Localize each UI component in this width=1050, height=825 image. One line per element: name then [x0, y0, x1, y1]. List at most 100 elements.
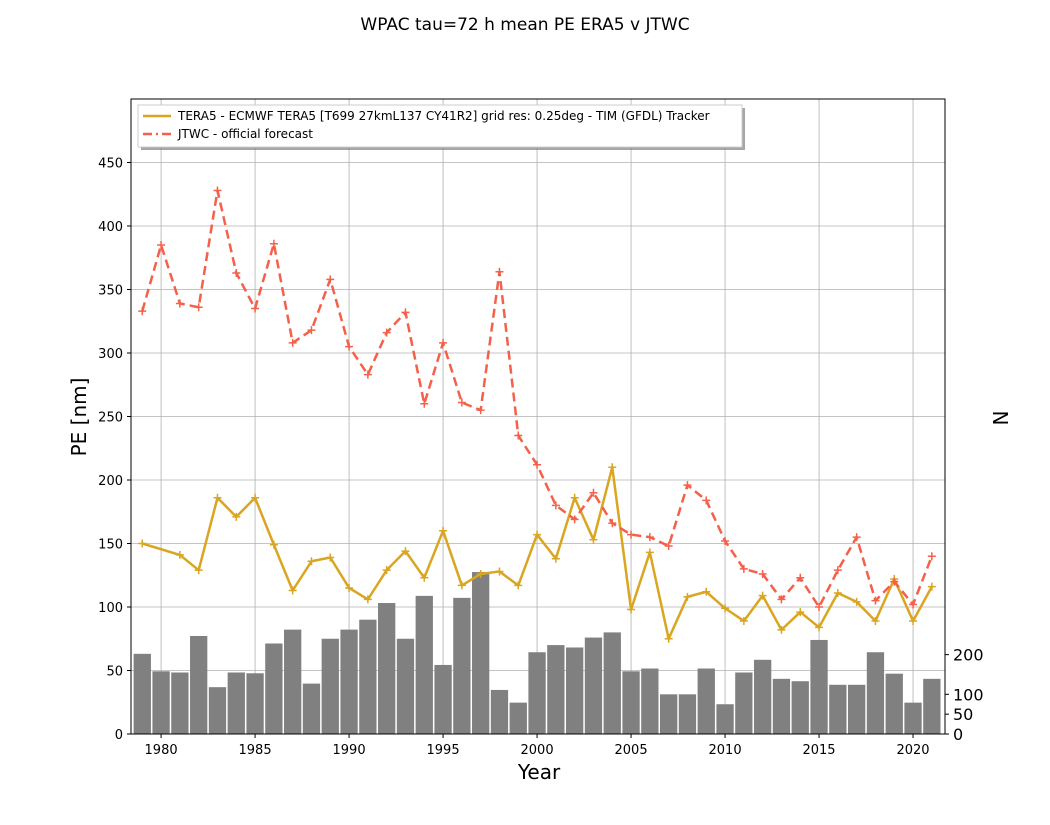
- series-point-jtwc: [157, 241, 166, 250]
- series-point-jtwc: [739, 564, 748, 573]
- series-point-jtwc: [514, 431, 523, 440]
- series-point-jtwc: [570, 515, 579, 524]
- series-point-jtwc: [833, 566, 842, 575]
- count-bar: [359, 619, 377, 734]
- count-bar: [227, 672, 245, 734]
- series-point-jtwc: [439, 338, 448, 347]
- series-point-tera5: [739, 616, 748, 625]
- y-tick-label: 350: [98, 284, 123, 299]
- series-point-tera5: [175, 550, 184, 559]
- count-bar: [190, 635, 208, 734]
- series-point-jtwc: [476, 406, 485, 415]
- series-point-tera5: [288, 586, 297, 595]
- y-tick-label: 200: [98, 474, 123, 489]
- series-point-jtwc: [927, 552, 936, 561]
- series-point-tera5: [514, 581, 523, 590]
- series-point-jtwc: [551, 501, 560, 510]
- series-point-tera5: [326, 553, 335, 562]
- series-point-tera5: [439, 526, 448, 535]
- series-point-tera5: [683, 592, 692, 601]
- count-bar: [735, 672, 753, 734]
- series-point-jtwc: [852, 533, 861, 542]
- series-point-tera5: [138, 539, 147, 548]
- count-bar: [152, 671, 170, 734]
- count-bar: [133, 653, 151, 734]
- series-point-tera5: [382, 566, 391, 575]
- series-point-tera5: [533, 530, 542, 539]
- x-tick-label: 2010: [709, 743, 742, 758]
- y-tick-label: 150: [98, 538, 123, 553]
- count-bar: [265, 643, 283, 734]
- count-bar: [622, 671, 640, 734]
- series-point-jtwc: [345, 342, 354, 351]
- count-bar: [208, 687, 227, 734]
- y2-tick-label: 50: [953, 705, 973, 724]
- series-point-jtwc: [909, 600, 918, 609]
- y-tick-label: 300: [98, 347, 123, 362]
- x-tick-label: 1995: [427, 743, 460, 758]
- series-point-tera5: [401, 547, 410, 556]
- series-point-jtwc: [175, 299, 184, 308]
- legend: TERA5 - ECMWF TERA5 [T699 27kmL137 CY41R…: [137, 104, 745, 150]
- series-point-tera5: [194, 566, 203, 575]
- series-point-jtwc: [815, 603, 824, 611]
- count-bar: [415, 595, 433, 734]
- series-point-tera5: [758, 591, 767, 600]
- bar-series: [133, 572, 941, 734]
- series-point-tera5: [251, 493, 260, 502]
- y-tick-label: 0: [115, 728, 123, 743]
- grid: [131, 99, 945, 735]
- series-point-jtwc: [664, 542, 673, 551]
- x-tick-label: 2005: [615, 743, 648, 758]
- series-point-jtwc: [382, 328, 391, 337]
- series-point-tera5: [213, 493, 222, 502]
- series-point-tera5: [476, 569, 485, 578]
- count-bar: [716, 704, 734, 734]
- series-point-tera5: [852, 597, 861, 606]
- series-point-tera5: [645, 548, 654, 557]
- chart-title: WPAC tau=72 h mean PE ERA5 v JTWC: [360, 15, 689, 35]
- count-bar: [434, 664, 452, 734]
- y2-axis-label: N: [989, 411, 1013, 426]
- count-bar: [547, 645, 565, 734]
- series-point-jtwc: [871, 596, 880, 605]
- count-bar: [584, 637, 603, 734]
- series-point-tera5: [909, 616, 918, 625]
- series-point-jtwc: [645, 533, 654, 542]
- y2-tick-label: 0: [953, 725, 963, 744]
- x-tick-label: 2015: [802, 743, 835, 758]
- series-point-tera5: [363, 595, 372, 604]
- series-point-tera5: [927, 582, 936, 591]
- count-bar: [472, 572, 490, 734]
- count-bar: [321, 638, 339, 734]
- count-bar: [603, 632, 621, 734]
- x-tick-label: 1990: [333, 743, 366, 758]
- series-point-tera5: [269, 540, 278, 549]
- y-tick-label: 50: [106, 665, 123, 680]
- y-tick-label: 100: [98, 601, 123, 616]
- count-bar: [340, 629, 358, 734]
- series-point-jtwc: [608, 519, 617, 528]
- series-point-tera5: [420, 573, 429, 582]
- legend-label-jtwc: JTWC - official forecast: [177, 127, 313, 141]
- series-point-jtwc: [213, 186, 222, 195]
- series-point-tera5: [702, 587, 711, 596]
- count-bar: [697, 668, 715, 734]
- series-point-tera5: [815, 623, 824, 632]
- count-bar: [566, 647, 584, 734]
- series-point-tera5: [871, 616, 880, 625]
- series-point-tera5: [627, 605, 636, 614]
- count-bar: [528, 652, 546, 734]
- count-bar: [246, 673, 264, 734]
- x-tick-label: 1985: [239, 743, 272, 758]
- count-bar: [396, 638, 415, 734]
- series-point-tera5: [833, 589, 842, 598]
- count-bar: [923, 678, 941, 734]
- x-axis: 1980 1985 1990 1995 2000 2005 2010 2015 2020: [145, 734, 930, 758]
- series-point-jtwc: [683, 481, 692, 490]
- y-tick-label: 450: [98, 157, 123, 172]
- count-bar: [791, 681, 809, 734]
- count-bar: [302, 683, 321, 734]
